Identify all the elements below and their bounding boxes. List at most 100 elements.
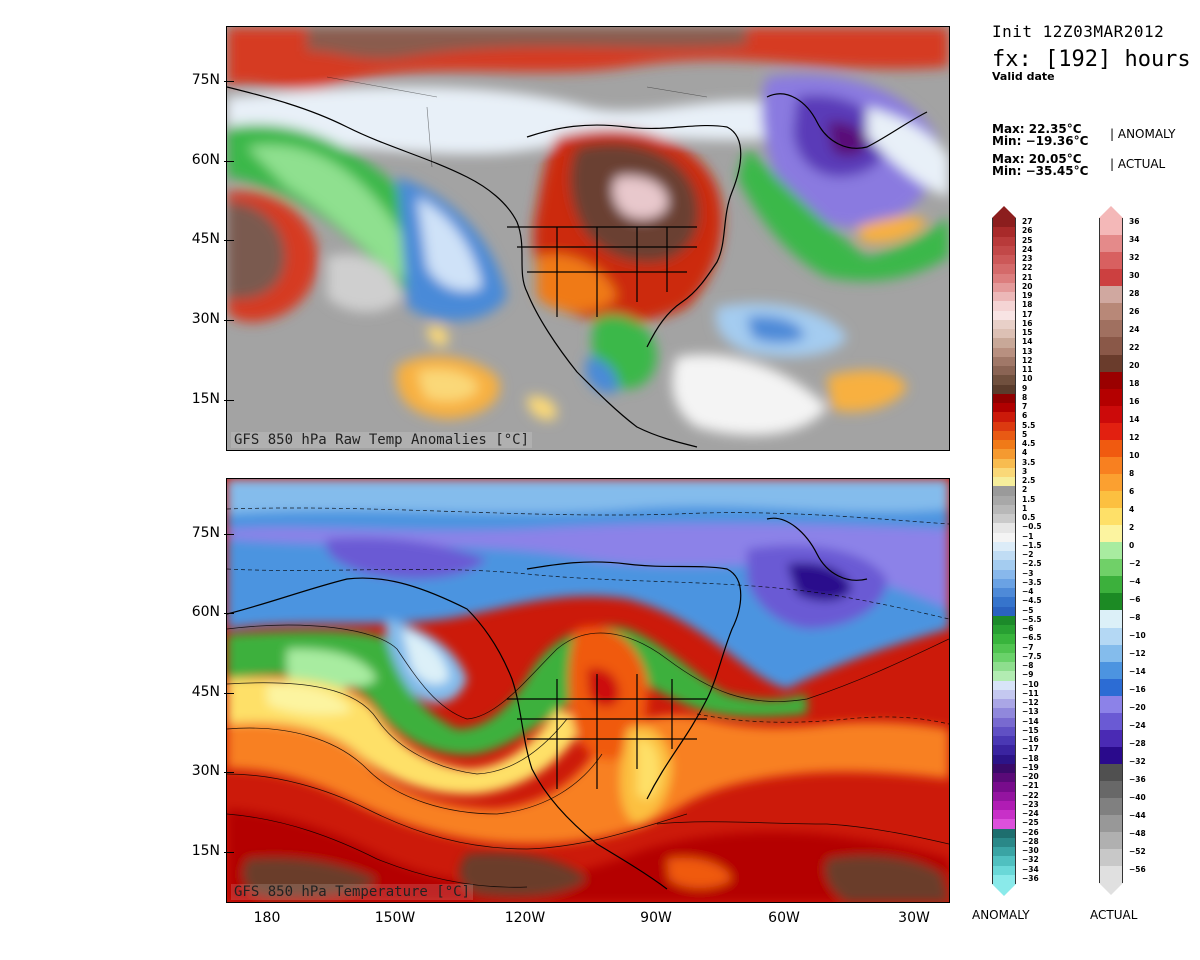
actual-colorbar-tick-label: −20 [1129,703,1146,712]
anomaly-colorbar-top-arrow [992,206,1016,218]
anomaly-colorbar-tick-label: 11 [1022,365,1033,374]
lon-label-120w: 120W [504,910,546,926]
anomaly-colorbar-swatch [992,523,1016,533]
anomaly-colorbar-tick-label: −20 [1022,772,1039,781]
actual-colorbar-swatch [1099,252,1123,270]
anomaly-colorbar-tick-label: 14 [1022,337,1033,347]
lat-label-30n-top: 30N [180,311,234,327]
anomaly-colorbar-swatch [992,800,1016,810]
anomaly-colorbar-tick-label: −1.5 [1022,540,1042,550]
anomaly-colorbar-tick-label: −28 [1022,836,1039,846]
anomaly-colorbar-swatch [992,273,1016,283]
actual-colorbar-tick-label: 20 [1129,361,1140,370]
actual-colorbar-swatch [1099,712,1123,730]
anomaly-colorbar-swatch [992,356,1016,366]
anomaly-colorbar-swatch [992,671,1016,681]
anomaly-colorbar-tick-label: 18 [1022,300,1033,310]
anomaly-colorbar-swatch [992,708,1016,718]
actual-colorbar-swatch [1099,866,1123,884]
anomaly-colorbar-swatch [992,856,1016,866]
anomaly-colorbar-tick-label: 20 [1022,281,1033,291]
anomaly-colorbar-tick-label: 19 [1022,291,1033,300]
anomaly-colorbar-swatch [992,421,1016,431]
anomaly-colorbar-tick-label: 27 [1022,217,1033,226]
actual-colorbar-tick-label: 32 [1129,253,1140,262]
actual-colorbar-swatch [1099,320,1123,338]
actual-colorbar-tick-label: 30 [1129,271,1140,280]
anomaly-colorbar-swatch [992,828,1016,838]
anomaly-colorbar-tick-label: −3 [1022,568,1034,578]
actual-colorbar-swatch [1099,627,1123,645]
anomaly-colorbar-swatch [992,310,1016,320]
anomaly-colorbar-tick-label: −9 [1022,670,1034,680]
actual-colorbar-tick-label: 24 [1129,325,1140,334]
actual-colorbar-top-arrow [1099,206,1123,218]
anomaly-colorbar-swatch [992,754,1016,764]
actual-colorbar-swatch [1099,678,1123,696]
lon-label-180: 180 [253,910,281,926]
actual-colorbar-tick-label: −32 [1129,757,1146,766]
anomaly-colorbar-swatch [992,384,1016,394]
anomaly-colorbar-swatch [992,255,1016,265]
anomaly-colorbar-swatch [992,791,1016,801]
anomaly-colorbar-swatch [992,532,1016,542]
anomaly-colorbar-tick-label: 25 [1022,235,1033,245]
anomaly-colorbar-tick-label: −4.5 [1022,596,1042,606]
actual-colorbar-tick-label: 0 [1129,541,1135,550]
actual-colorbar-title: ACTUAL [1090,908,1138,922]
anomaly-colorbar-tick-label: 5.5 [1022,420,1036,430]
anomaly-colorbar-tick-label: −19 [1022,762,1039,772]
actual-colorbar-tick-label: 18 [1129,379,1140,388]
actual-colorbar-swatch [1099,286,1123,304]
anomaly-colorbar-swatch [992,819,1016,829]
actual-colorbar: 36 34 32 30 28 26 24 22 20 18 16 14 12 10 8 6 4 2 0 −2 −4 −6−… [1099,206,1146,896]
anomaly-colorbar-swatch [992,560,1016,570]
anomaly-colorbar-tick-label: −7.5 [1022,651,1042,661]
temperature-map [227,479,949,902]
actual-colorbar-swatch [1099,337,1123,355]
anomaly-colorbar-swatch [992,514,1016,524]
actual-colorbar-tick-label: 22 [1129,343,1140,352]
actual-colorbar-tick-label: 34 [1129,235,1140,244]
anomaly-colorbar-tick-label: −18 [1022,753,1039,763]
actual-colorbar-swatch [1099,508,1123,526]
anomaly-colorbar-tick-label: 21 [1022,272,1033,282]
anomaly-colorbar-swatch [992,449,1016,459]
actual-tag: | ACTUAL [1110,157,1166,171]
anomaly-colorbar-swatch [992,430,1016,440]
actual-colorbar-swatch [1099,456,1123,474]
anomaly-colorbar-swatch [992,403,1016,413]
anomaly-colorbar-swatch [992,366,1016,376]
anomaly-colorbar-tick-label: −4 [1022,587,1034,596]
anomaly-colorbar-tick-label: −1 [1022,531,1034,541]
anomaly-colorbar-tick-label: 4.5 [1022,439,1036,448]
anomaly-colorbar: 27 26 25 24 23 22 21 20 19 18 17 16 15 14 13 12 11 10 9 8 7 6… [992,206,1042,896]
lat-label-60n-top: 60N [180,152,234,168]
lon-label-150w: 150W [374,910,416,926]
anomaly-colorbar-swatch [992,458,1016,468]
actual-colorbar-swatch [1099,781,1123,799]
actual-colorbar-tick-label: −28 [1129,739,1146,748]
actual-colorbar-swatch [1099,371,1123,389]
actual-colorbar-tick-label: 6 [1129,487,1135,496]
anomaly-colorbar-swatch [992,597,1016,607]
anomaly-colorbar-swatch [992,865,1016,875]
anomaly-colorbar-tick-label: −22 [1022,790,1039,800]
anomaly-colorbar-swatch [992,847,1016,857]
actual-colorbar-swatch [1099,798,1123,816]
anomaly-colorbar-swatch [992,329,1016,339]
actual-colorbar-tick-label: −48 [1129,829,1146,838]
anomaly-colorbar-tick-label: 16 [1022,318,1033,328]
anomaly-colorbar-swatch [992,227,1016,237]
anomaly-colorbar-swatch [992,218,1016,228]
actual-colorbar-swatch [1099,764,1123,782]
actual-colorbar-swatch [1099,746,1123,764]
actual-min: Min: −35.45°C [992,164,1089,178]
anomaly-colorbar-swatch [992,643,1016,653]
anomaly-colorbar-swatch [992,625,1016,635]
anomaly-colorbar-tick-label: −12 [1022,698,1039,707]
anomaly-colorbar-tick-label: 2.5 [1022,476,1036,485]
actual-colorbar-swatch [1099,610,1123,628]
forecast-hour: fx: [192] hours [992,47,1191,72]
anomaly-colorbar-tick-label: −25 [1022,818,1039,828]
